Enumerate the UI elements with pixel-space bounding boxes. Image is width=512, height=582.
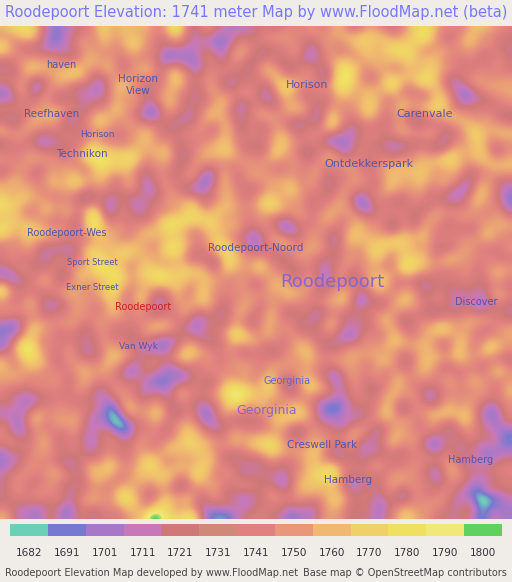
FancyBboxPatch shape xyxy=(86,524,124,537)
FancyBboxPatch shape xyxy=(275,524,313,537)
Text: Ontdekkerspark: Ontdekkerspark xyxy=(324,159,413,169)
Text: Roodepoort: Roodepoort xyxy=(115,302,172,312)
Text: Roodepoort-Noord: Roodepoort-Noord xyxy=(208,243,304,253)
FancyBboxPatch shape xyxy=(124,524,161,537)
Text: 1721: 1721 xyxy=(167,548,194,558)
FancyBboxPatch shape xyxy=(351,524,388,537)
Text: Roodepoort-Wes: Roodepoort-Wes xyxy=(27,228,106,238)
Text: 1790: 1790 xyxy=(432,548,458,558)
Text: 1701: 1701 xyxy=(92,548,118,558)
Text: Georginia: Georginia xyxy=(236,404,296,417)
Text: Hamberg: Hamberg xyxy=(324,475,372,485)
Text: Exner Street: Exner Street xyxy=(66,283,118,292)
Text: 1800: 1800 xyxy=(470,548,496,558)
Text: 1780: 1780 xyxy=(394,548,420,558)
Text: 1750: 1750 xyxy=(281,548,307,558)
Text: Roodepoort Elevation Map developed by www.FloodMap.net: Roodepoort Elevation Map developed by ww… xyxy=(5,567,298,578)
Text: Hamberg: Hamberg xyxy=(449,455,494,465)
Text: Creswell Park: Creswell Park xyxy=(288,440,357,450)
Text: Horizon
View: Horizon View xyxy=(118,74,158,95)
Text: 1711: 1711 xyxy=(130,548,156,558)
Text: Discover: Discover xyxy=(455,297,498,307)
Text: Roodepoort: Roodepoort xyxy=(281,273,385,291)
Text: 1682: 1682 xyxy=(16,548,42,558)
FancyBboxPatch shape xyxy=(237,524,275,537)
FancyBboxPatch shape xyxy=(48,524,86,537)
FancyBboxPatch shape xyxy=(464,524,502,537)
Text: Reefhaven: Reefhaven xyxy=(24,109,79,119)
Text: Technikon: Technikon xyxy=(56,149,108,159)
Text: haven: haven xyxy=(46,60,77,70)
FancyBboxPatch shape xyxy=(10,524,48,537)
FancyBboxPatch shape xyxy=(388,524,426,537)
Text: Roodepoort Elevation: 1741 meter Map by www.FloodMap.net (beta): Roodepoort Elevation: 1741 meter Map by … xyxy=(5,5,507,20)
Text: Sport Street: Sport Street xyxy=(67,258,118,267)
FancyBboxPatch shape xyxy=(161,524,199,537)
FancyBboxPatch shape xyxy=(426,524,464,537)
Text: Carenvale: Carenvale xyxy=(397,109,453,119)
Text: Base map © OpenStreetMap contributors: Base map © OpenStreetMap contributors xyxy=(303,567,507,578)
Text: Georginia: Georginia xyxy=(263,376,310,386)
Text: Horison: Horison xyxy=(286,80,329,90)
FancyBboxPatch shape xyxy=(199,524,237,537)
FancyBboxPatch shape xyxy=(313,524,351,537)
Text: Van Wyk: Van Wyk xyxy=(119,342,158,351)
Text: Horison: Horison xyxy=(80,130,115,139)
Text: 1741: 1741 xyxy=(243,548,269,558)
Text: 1760: 1760 xyxy=(318,548,345,558)
Text: 1770: 1770 xyxy=(356,548,382,558)
Text: 1691: 1691 xyxy=(54,548,80,558)
Text: 1731: 1731 xyxy=(205,548,231,558)
